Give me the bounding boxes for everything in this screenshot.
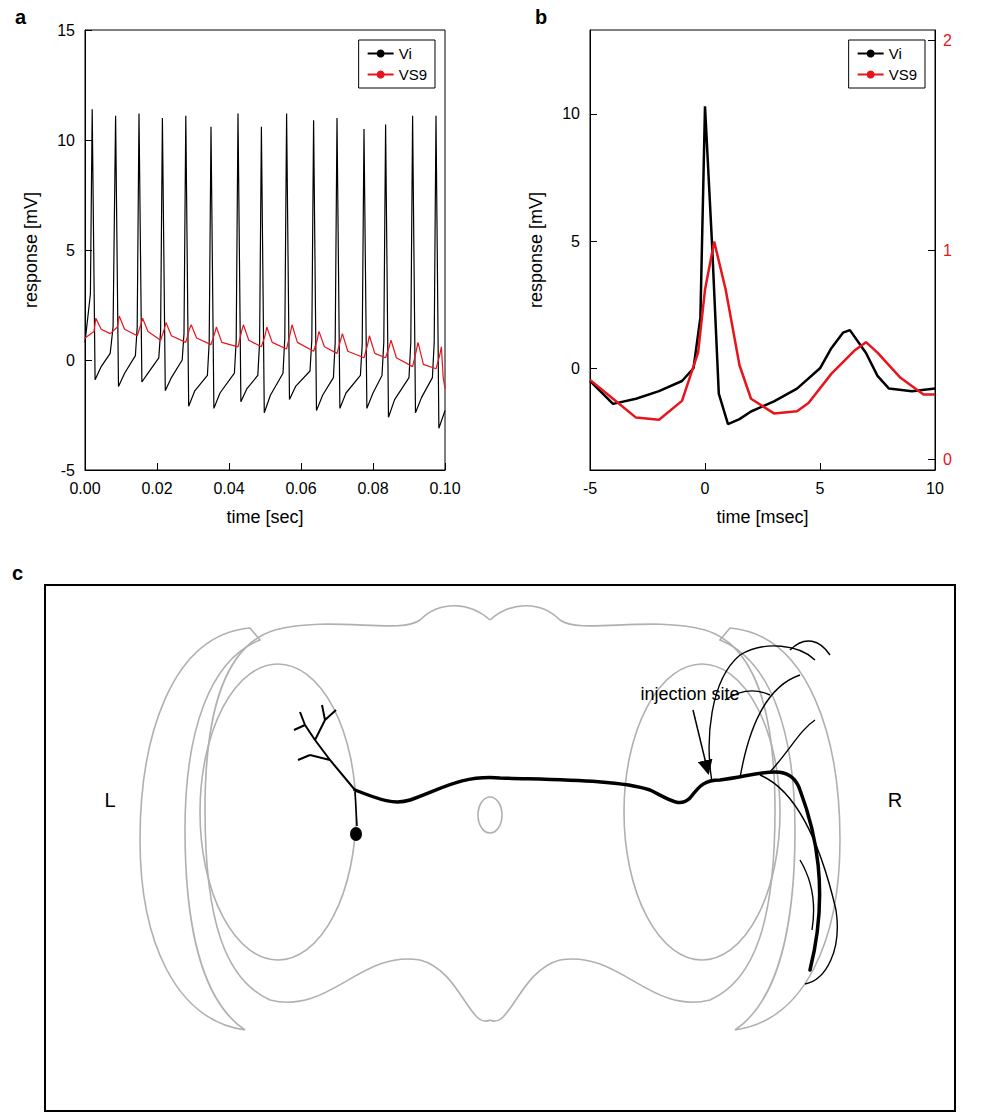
- svg-text:0.04: 0.04: [213, 480, 244, 497]
- svg-text:VS9: VS9: [399, 66, 427, 83]
- svg-text:Vi: Vi: [399, 45, 412, 62]
- svg-text:15: 15: [57, 22, 75, 39]
- svg-text:0.10: 0.10: [429, 480, 460, 497]
- svg-text:Vi: Vi: [889, 45, 902, 62]
- svg-text:1: 1: [943, 242, 952, 259]
- svg-text:a: a: [15, 6, 27, 28]
- svg-text:injection site: injection site: [640, 684, 739, 704]
- svg-text:c: c: [12, 562, 23, 584]
- svg-text:0: 0: [943, 451, 952, 468]
- svg-text:L: L: [104, 789, 115, 811]
- svg-text:-5: -5: [61, 462, 75, 479]
- svg-text:5: 5: [571, 233, 580, 250]
- svg-text:10: 10: [926, 480, 944, 497]
- svg-text:5: 5: [66, 242, 75, 259]
- svg-text:0.00: 0.00: [69, 480, 100, 497]
- svg-text:response [mV]: response [mV]: [526, 192, 546, 308]
- svg-text:10: 10: [562, 105, 580, 122]
- svg-text:response [mV]: response [mV]: [21, 192, 41, 308]
- svg-text:0.02: 0.02: [141, 480, 172, 497]
- svg-text:b: b: [535, 6, 547, 28]
- svg-text:0.06: 0.06: [285, 480, 316, 497]
- svg-text:0: 0: [66, 352, 75, 369]
- svg-text:10: 10: [57, 132, 75, 149]
- svg-text:5: 5: [816, 480, 825, 497]
- svg-text:-5: -5: [583, 480, 597, 497]
- svg-text:time [msec]: time [msec]: [716, 507, 808, 527]
- svg-text:2: 2: [943, 32, 952, 49]
- svg-text:R: R: [888, 789, 902, 811]
- svg-text:VS9: VS9: [889, 66, 917, 83]
- svg-text:0.08: 0.08: [357, 480, 388, 497]
- svg-text:0: 0: [701, 480, 710, 497]
- svg-text:0: 0: [571, 360, 580, 377]
- svg-text:time [sec]: time [sec]: [226, 507, 303, 527]
